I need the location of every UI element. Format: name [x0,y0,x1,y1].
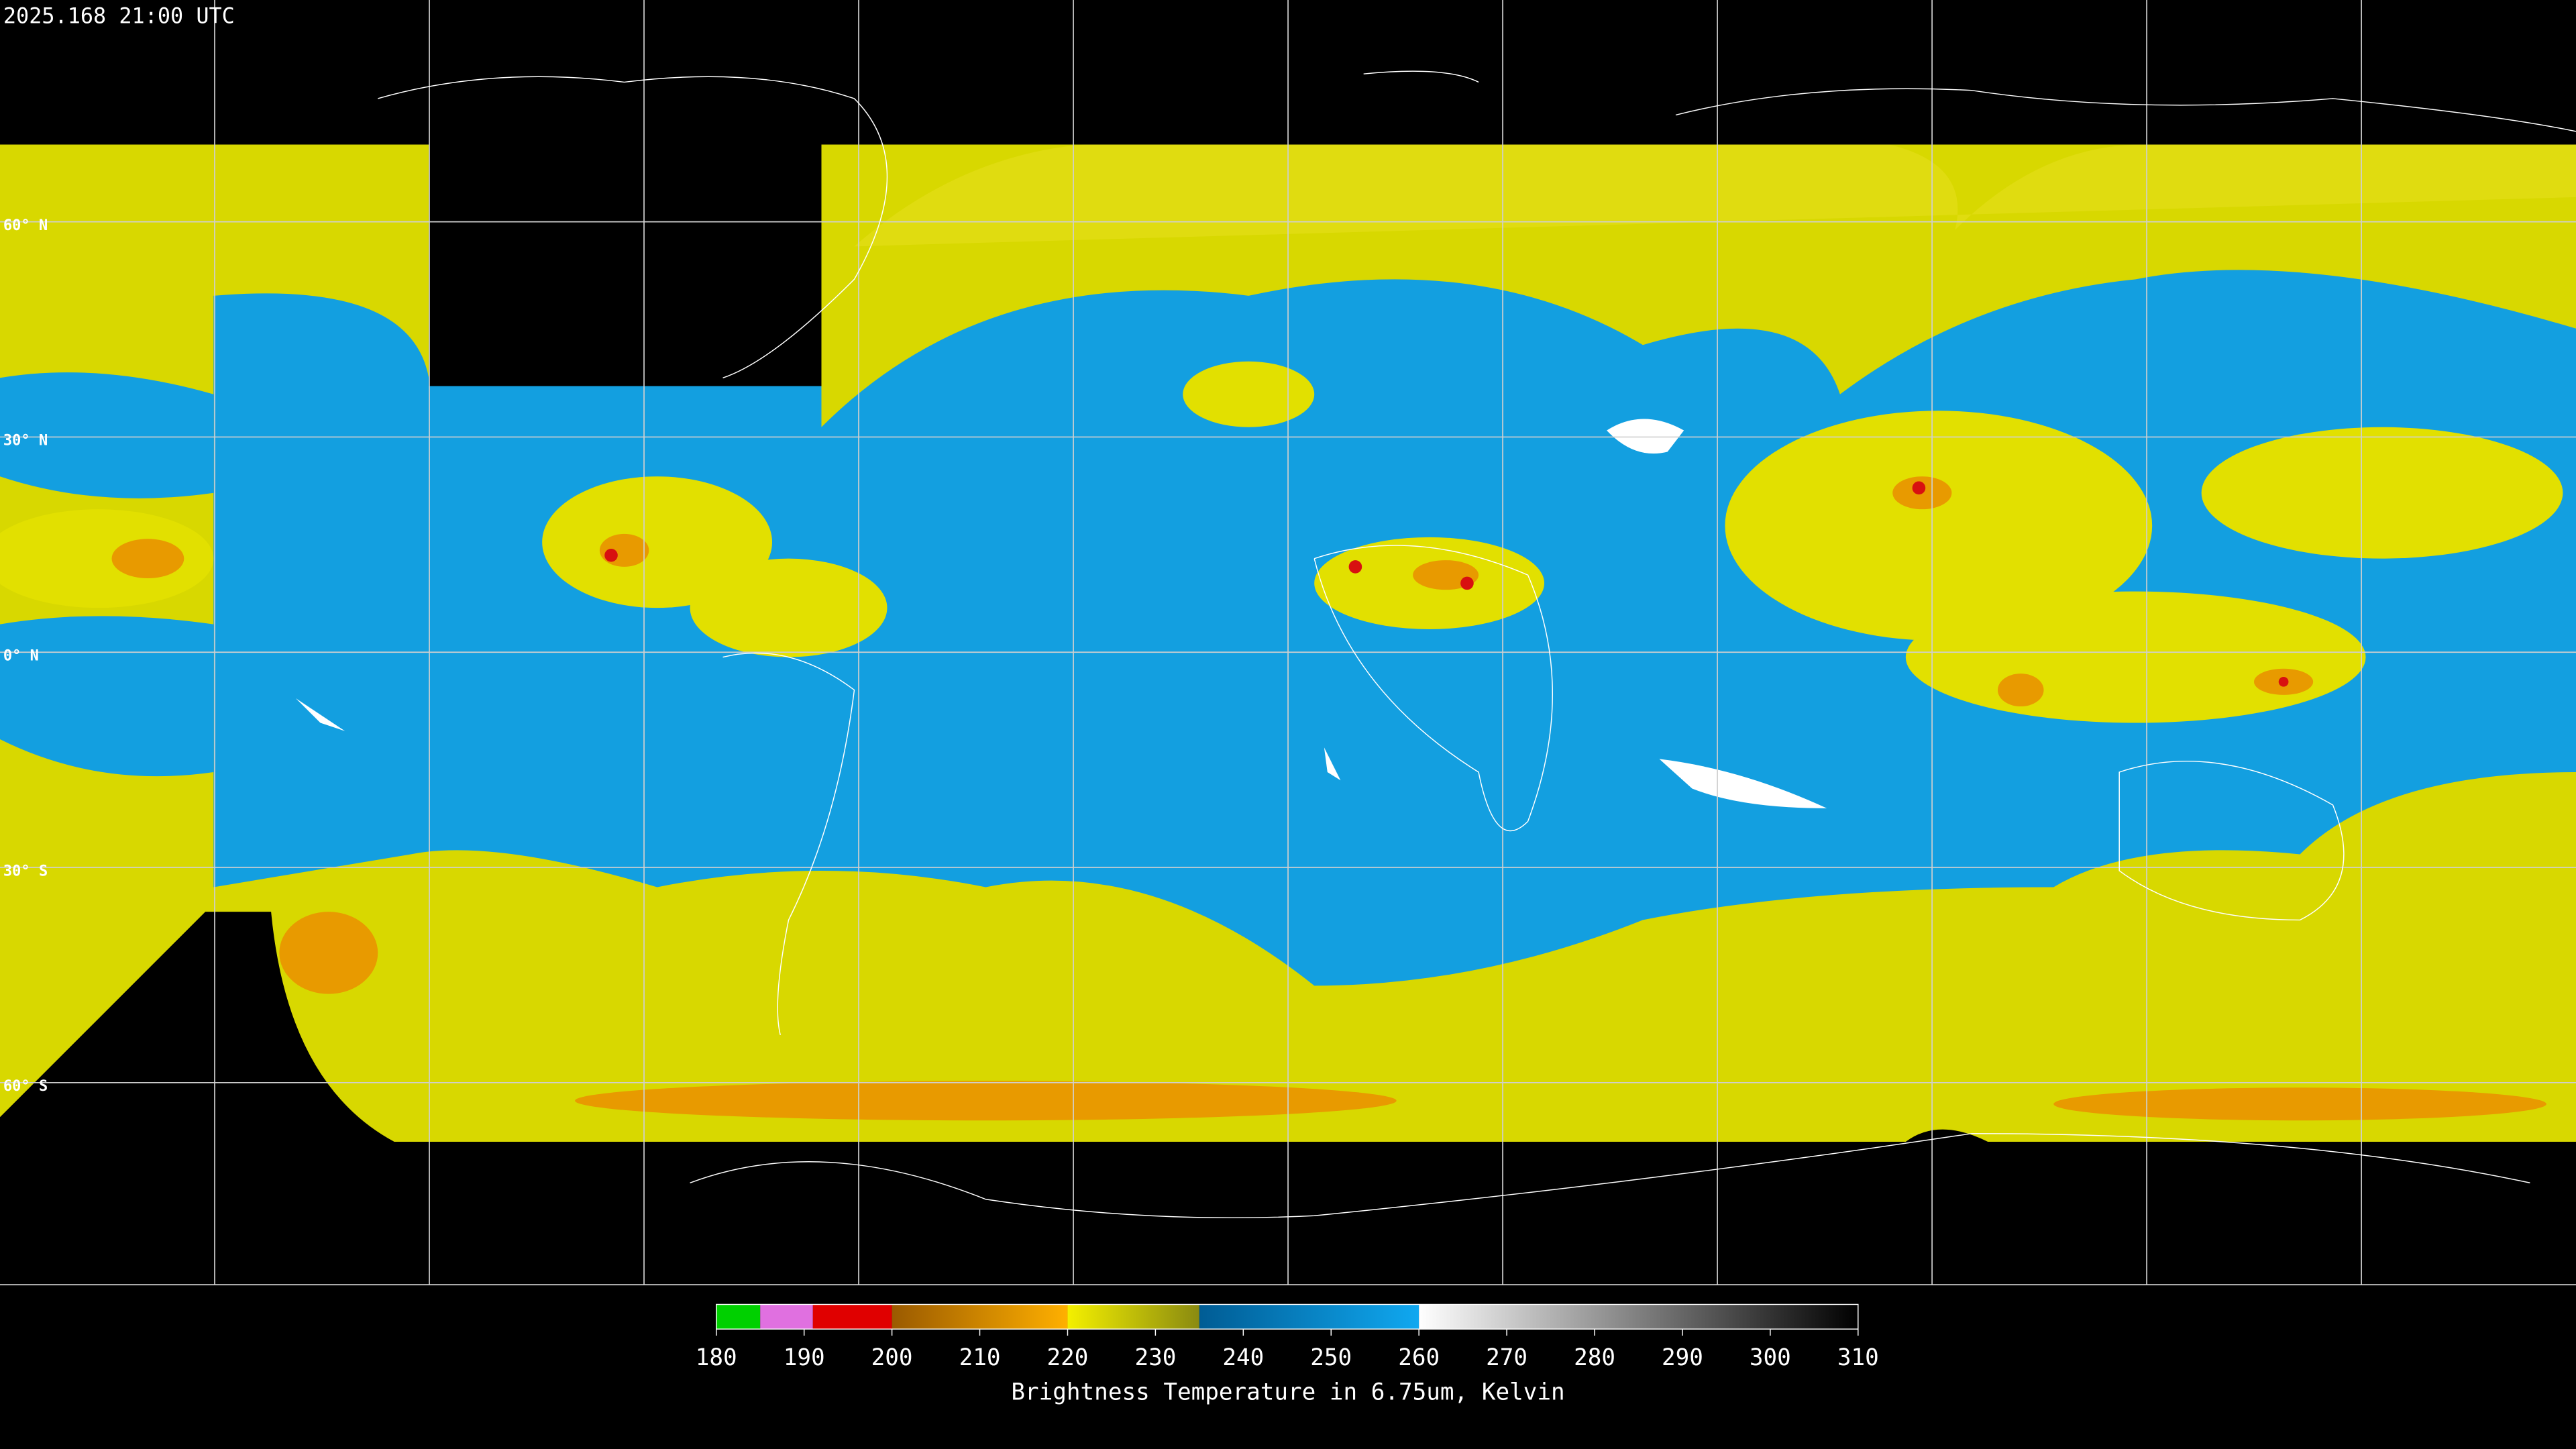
colorbar-tick-label: 240 [1222,1344,1264,1371]
colorbar-segment [1199,1304,1419,1330]
cold-cloud [111,476,2546,1121]
colorbar-segment [1419,1304,1858,1330]
colorbar-tick-label: 200 [871,1344,913,1371]
coastlines [378,70,2576,1219]
colorbar-tick-label: 260 [1398,1344,1440,1371]
colorbar-tick-label: 300 [1750,1344,1791,1371]
colorbar-tick-label: 310 [1837,1344,1879,1371]
colorbar: 180 190 200 210 220 230 240 250 260 270 280 290 300 3… [696,1303,1879,1371]
colorbar-tick-label: 210 [959,1344,1001,1371]
latitude-label: 30° N [3,433,48,449]
timestamp: 2025.168 21:00 UTC [3,3,235,28]
colorbar-segment [892,1304,1068,1330]
latitude-label: 60° S [3,1078,48,1095]
latitude-label: 0° N [3,647,39,664]
colorbar-tick-label: 180 [696,1344,737,1371]
colorbar-frame [716,1303,1859,1330]
latitude-label: 30° S [3,863,48,879]
colorbar-segment [812,1304,892,1330]
colorbar-tick-label: 290 [1662,1344,1703,1371]
colorbar-tick-label: 250 [1310,1344,1352,1371]
colorbar-segment [760,1304,813,1330]
graticule [0,0,2576,1285]
dry-band [0,616,214,777]
warm-dry-patch [295,419,1827,808]
colorbar-tick-label: 220 [1047,1344,1089,1371]
latitude-labels: 60° N 30° N 0° N 30° S 60° S [3,217,48,1095]
colorbar-segment [716,1304,761,1330]
colorbar-tick-label: 280 [1574,1344,1615,1371]
coldest-cloud [604,481,2289,687]
cloud-cluster [0,361,2563,723]
colorbar-tick-label: 230 [1134,1344,1176,1371]
colorbar-label: Brightness Temperature in 6.75um, Kelvin [1011,1379,1564,1406]
latitude-label: 60° N [3,217,48,234]
moist-field [854,143,2576,247]
colorbar-tick-label: 270 [1486,1344,1527,1371]
colorbar-segment [1067,1304,1199,1330]
colorbar-tick-label: 190 [784,1344,825,1371]
dry-band [0,372,214,498]
